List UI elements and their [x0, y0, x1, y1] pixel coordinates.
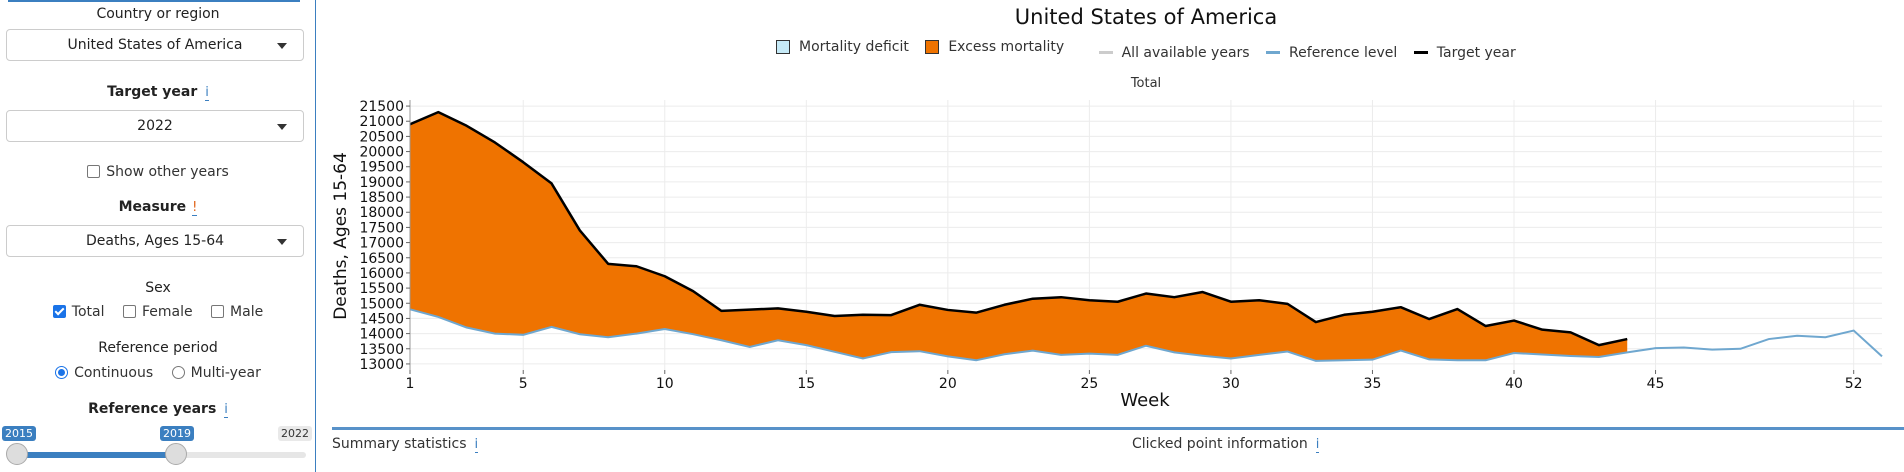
section-divider [332, 427, 1904, 430]
sex-male-label: Male [230, 304, 264, 320]
legend-label: Mortality deficit [799, 39, 909, 55]
multi-year-radio[interactable] [171, 365, 185, 379]
y-tick-label: 21000 [359, 114, 404, 130]
show-other-years-checkbox[interactable] [87, 164, 101, 178]
target-year-select[interactable]: 2022 [6, 110, 304, 142]
x-tick-label: 25 [1080, 376, 1098, 392]
legend-swatch [925, 40, 940, 54]
legend-item-reference-level[interactable]: Reference level [1266, 45, 1397, 61]
sex-total-label: Total [71, 304, 105, 320]
measure-select-value: Deaths, Ages 15-64 [85, 233, 225, 249]
chevron-down-icon [277, 43, 287, 49]
x-tick-label: 1 [406, 376, 415, 392]
target-year-select-value: 2022 [137, 118, 173, 134]
chevron-down-icon [277, 239, 287, 245]
sex-options: Total Female Male [0, 304, 316, 320]
y-tick-label: 20000 [359, 145, 404, 161]
slider-to-handle[interactable] [165, 443, 187, 465]
sex-label: Sex [145, 280, 171, 296]
y-tick-label: 13500 [359, 342, 404, 358]
continuous-radio[interactable] [55, 365, 69, 379]
legend-label: Excess mortality [948, 39, 1065, 55]
y-tick-label: 17000 [359, 236, 404, 252]
summary-statistics-heading: Summary statistics i [332, 436, 479, 453]
show-other-years-row: Show other years [0, 164, 316, 180]
legend-swatch [776, 40, 790, 54]
legend-label: Reference level [1289, 44, 1398, 61]
info-icon[interactable]: i [1315, 437, 1320, 453]
legend-line [1098, 51, 1113, 54]
slider-to-tag: 2019 [160, 426, 194, 441]
info-icon[interactable]: i [224, 402, 228, 418]
slider-from-tag: 2015 [2, 426, 36, 441]
legend-line [1266, 51, 1281, 54]
y-tick-label: 18000 [359, 205, 404, 221]
legend-line [1413, 51, 1428, 54]
country-label: Country or region [96, 6, 220, 22]
excess-mortality-area [410, 112, 1628, 361]
y-tick-label: 14500 [359, 311, 404, 327]
x-tick-label: 40 [1505, 376, 1523, 392]
y-tick-label: 16000 [359, 266, 404, 282]
multi-year-label: Multi-year [190, 365, 261, 381]
chart-subtitle: Total [1130, 76, 1162, 91]
sex-male-checkbox[interactable] [211, 304, 225, 318]
legend-label: Target year [1436, 44, 1516, 61]
sex-total-checkbox[interactable] [52, 304, 66, 318]
reference-period-options: Continuous Multi-year [0, 365, 316, 381]
y-tick-label: 20500 [359, 129, 404, 145]
y-tick-label: 18500 [359, 190, 404, 206]
info-icon[interactable]: i [205, 85, 209, 101]
legend-item-mortality-deficit[interactable]: Mortality deficit [776, 39, 909, 55]
warning-icon[interactable]: ! [192, 200, 198, 216]
chart-legend: Mortality deficit Excess mortality All a… [776, 39, 1528, 61]
y-tick-label: 21500 [359, 99, 404, 115]
x-tick-label: 30 [1222, 376, 1240, 392]
y-tick-label: 15500 [359, 281, 404, 297]
y-tick-label: 13000 [359, 357, 404, 373]
show-other-years-label: Show other years [106, 164, 229, 180]
chart-title: United States of America [1014, 5, 1278, 29]
y-tick-label: 19500 [359, 160, 404, 176]
y-tick-label: 17500 [359, 220, 404, 236]
y-tick-label: 14000 [359, 327, 404, 343]
x-tick-label: 10 [656, 376, 674, 392]
mortality-chart: 1300013500140001450015000155001600016500… [331, 99, 1883, 411]
country-select[interactable]: United States of America [6, 29, 304, 61]
legend-label: All available years [1121, 44, 1250, 61]
y-tick-label: 19000 [359, 175, 404, 191]
measure-label: Measure! [118, 199, 198, 216]
reference-years-label: Reference years i [88, 401, 228, 418]
target-year-line [409, 110, 1628, 347]
legend-item-all-available-years[interactable]: All available years [1098, 44, 1250, 61]
chevron-down-icon [277, 124, 287, 130]
reference-years-slider-fill [16, 452, 176, 458]
continuous-label: Continuous [74, 365, 154, 381]
reference-level-line [409, 308, 1883, 362]
x-tick-label: 15 [797, 376, 815, 392]
info-icon[interactable]: i [474, 437, 479, 453]
legend-item-excess-mortality[interactable]: Excess mortality [925, 39, 1064, 55]
x-tick-label: 35 [1364, 376, 1382, 392]
sex-female-label: Female [141, 304, 193, 320]
clicked-point-heading: Clicked point information i [1132, 436, 1320, 453]
sidebar: Country or region United States of Ameri… [0, 0, 316, 472]
country-select-value: United States of America [67, 37, 243, 53]
target-year-label: Target year i [107, 84, 209, 101]
x-tick-label: 5 [519, 376, 528, 392]
measure-select[interactable]: Deaths, Ages 15-64 [6, 225, 304, 257]
x-tick-label: 45 [1647, 376, 1665, 392]
sidebar-top-border [8, 0, 300, 2]
slider-max-tag: 2022 [278, 426, 312, 441]
x-tick-label: 52 [1845, 376, 1863, 392]
slider-from-handle[interactable] [6, 443, 28, 465]
reference-period-label: Reference period [98, 340, 218, 356]
legend-item-target-year[interactable]: Target year [1413, 44, 1516, 61]
sex-female-checkbox[interactable] [122, 304, 136, 318]
x-tick-label: 20 [939, 376, 957, 392]
y-tick-label: 15000 [359, 296, 404, 312]
y-axis-title: Deaths, Ages 15-64 [331, 152, 351, 320]
y-tick-label: 16500 [359, 251, 404, 267]
x-axis-title: Week [1120, 390, 1170, 411]
